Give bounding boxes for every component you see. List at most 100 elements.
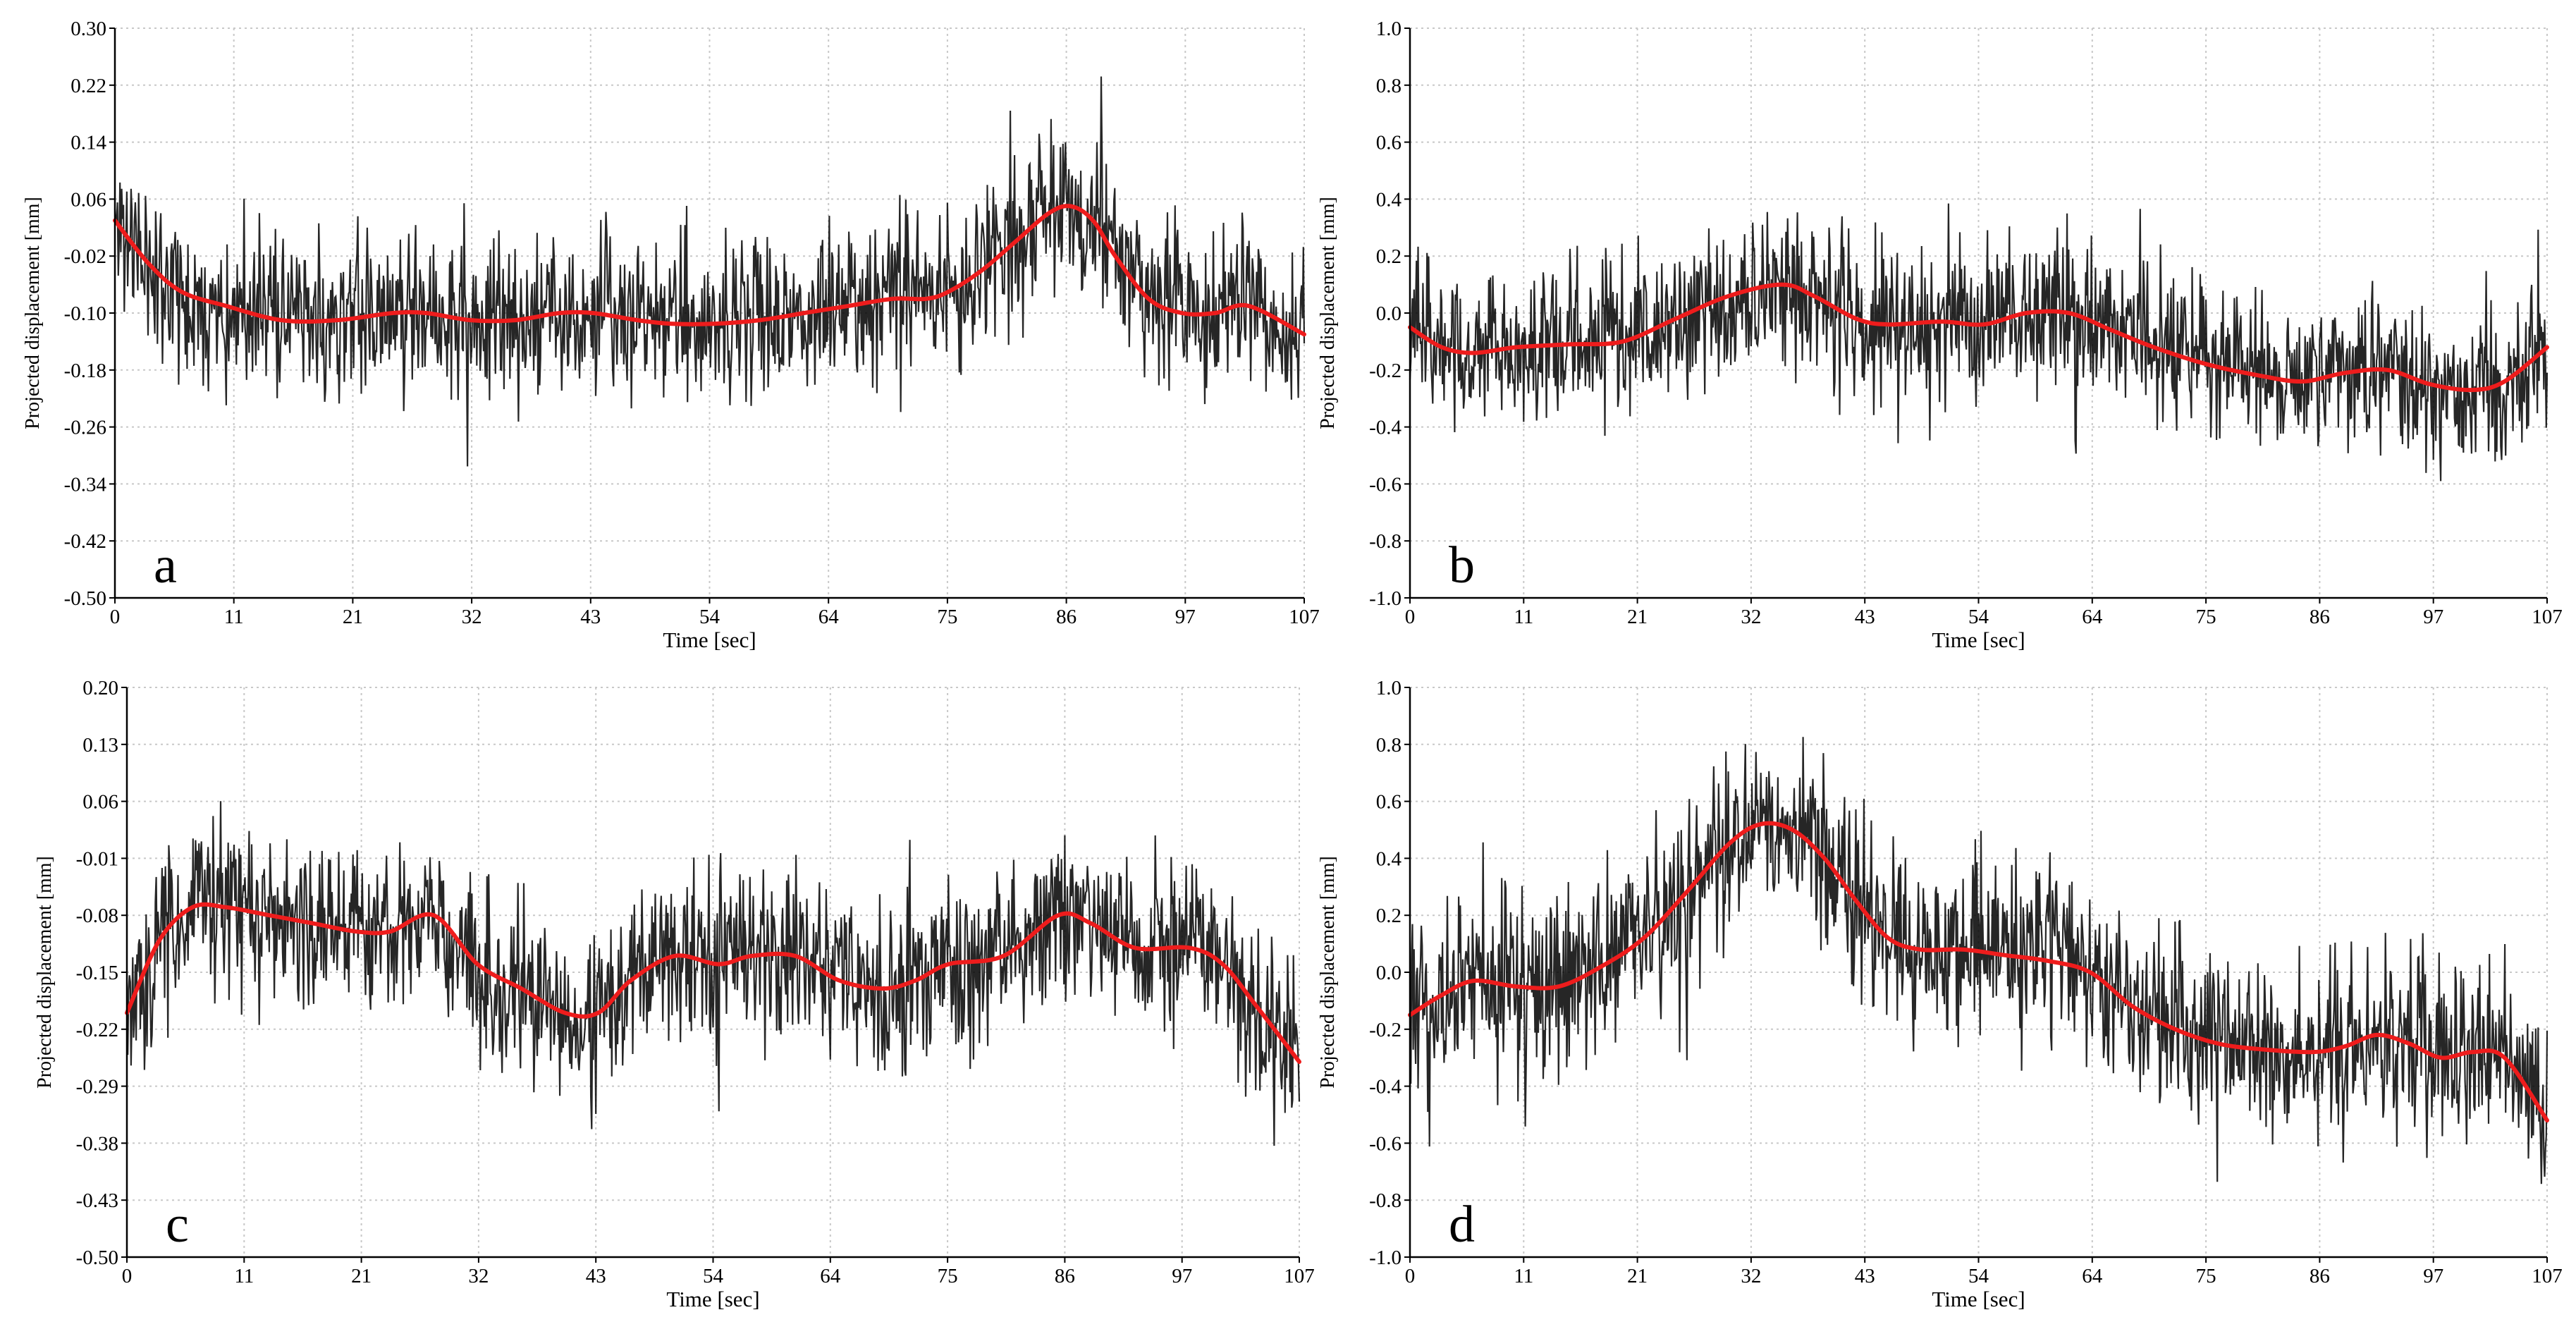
x-tick-label: 64 — [818, 606, 840, 628]
y-tick-label: -0.01 — [76, 847, 118, 870]
x-tick-label: 64 — [820, 1265, 841, 1287]
x-tick-label: 32 — [1741, 1265, 1761, 1287]
y-tick-label: -0.6 — [1369, 473, 1402, 496]
x-tick-label: 32 — [468, 1265, 489, 1287]
y-tick-label: 0.20 — [82, 677, 118, 699]
y-tick-label: 0.13 — [82, 734, 118, 757]
chart-panel-b: 1.0 0.8 0.6 0.4 0.2 0.0 -0.2 -0.4 -0.6 -0.8 -1.00 1… — [1317, 18, 2563, 652]
y-tick-label: -0.50 — [64, 587, 106, 610]
y-tick-label: -0.43 — [76, 1189, 118, 1212]
series-raw-displacement — [125, 801, 1301, 1146]
x-tick-label: 64 — [2082, 1265, 2103, 1287]
x-tick-label: 54 — [703, 1265, 724, 1287]
series-smoothed-trend — [125, 902, 1301, 1064]
x-tick-label: 11 — [1514, 1265, 1533, 1287]
x-tick-label: 75 — [2196, 606, 2216, 628]
series-raw-displacement — [1409, 737, 2549, 1184]
series-smoothed-trend — [1408, 821, 2549, 1123]
x-tick-label: 54 — [1968, 606, 1989, 628]
y-axis-title: Projected displacement [mm] — [34, 856, 56, 1089]
y-tick-label: -0.18 — [64, 360, 106, 382]
x-axis-title: Time [sec] — [666, 1287, 759, 1311]
y-tick-label: -0.02 — [64, 245, 106, 268]
chart-panel-a: 0.30 0.22 0.14 0.06 -0.02 -0.10 -0.18 -0.26 -0.3… — [22, 18, 1320, 652]
y-tick-label: 0.2 — [1376, 245, 1402, 268]
x-tick-label: 54 — [699, 606, 720, 628]
y-tick-label: -1.0 — [1369, 587, 1402, 610]
x-tick-label: 21 — [1627, 606, 1648, 628]
x-tick-label: 107 — [1289, 606, 1320, 628]
series-smoothed-trend — [113, 204, 1306, 337]
x-tick-label: 107 — [1284, 1265, 1315, 1287]
x-tick-label: 32 — [1741, 606, 1761, 628]
x-tick-label: 0 — [122, 1265, 133, 1287]
x-tick-label: 75 — [938, 1265, 958, 1287]
y-tick-label: -0.8 — [1369, 1189, 1402, 1212]
y-tick-label: -0.22 — [76, 1019, 118, 1041]
x-tick-label: 0 — [1405, 1265, 1416, 1287]
x-tick-label: 75 — [2196, 1265, 2216, 1287]
y-tick-label: 0.6 — [1376, 791, 1402, 814]
x-tick-label: 43 — [586, 1265, 606, 1287]
y-tick-label: -0.29 — [76, 1076, 118, 1098]
y-tick-label: 0.30 — [70, 18, 106, 40]
panel-label: d — [1449, 1196, 1475, 1254]
series-raw-displacement — [1409, 203, 2549, 482]
y-tick-label: -0.08 — [76, 905, 118, 927]
gridlines — [114, 27, 1305, 599]
x-tick-label: 86 — [2310, 1265, 2330, 1287]
y-tick-label: 0.0 — [1376, 962, 1402, 984]
x-tick-label: 21 — [1627, 1265, 1648, 1287]
x-tick-label: 43 — [580, 606, 601, 628]
y-tick-label: -0.42 — [64, 530, 106, 553]
x-tick-label: 86 — [1055, 1265, 1075, 1287]
y-axis-title: Projected displacement [mm] — [22, 197, 44, 429]
x-tick-label: 43 — [1855, 606, 1875, 628]
y-tick-label: 1.0 — [1376, 677, 1402, 699]
y-tick-label: 0.8 — [1376, 75, 1402, 97]
y-tick-label: -0.2 — [1369, 360, 1402, 382]
series-smoothed-trend — [1408, 282, 2549, 393]
x-tick-label: 107 — [2532, 606, 2563, 628]
x-tick-label: 21 — [343, 606, 363, 628]
y-axis-title: Projected displacement [mm] — [1317, 856, 1339, 1089]
x-tick-label: 75 — [937, 606, 957, 628]
x-tick-label: 107 — [2532, 1265, 2563, 1287]
panel-label: a — [154, 537, 177, 594]
x-tick-label: 0 — [1405, 606, 1416, 628]
y-tick-label: 0.06 — [70, 188, 106, 211]
x-tick-label: 32 — [462, 606, 482, 628]
x-tick-label: 64 — [2082, 606, 2103, 628]
x-tick-label: 21 — [351, 1265, 372, 1287]
y-tick-label: -1.0 — [1369, 1247, 1402, 1269]
y-tick-label: 0.0 — [1376, 302, 1402, 325]
x-tick-label: 97 — [2423, 1265, 2443, 1287]
x-tick-label: 97 — [2423, 606, 2443, 628]
y-tick-label: -0.38 — [76, 1132, 118, 1155]
x-tick-label: 11 — [234, 1265, 254, 1287]
x-tick-label: 97 — [1175, 606, 1196, 628]
y-tick-label: -0.50 — [76, 1247, 118, 1269]
y-tick-label: -0.2 — [1369, 1019, 1402, 1041]
y-tick-label: -0.15 — [76, 962, 118, 984]
y-tick-label: 0.14 — [70, 132, 106, 154]
y-tick-label: 0.4 — [1376, 847, 1402, 870]
x-tick-label: 86 — [1056, 606, 1077, 628]
y-tick-label: 0.4 — [1376, 188, 1402, 211]
chart-panel-d: 1.0 0.8 0.6 0.4 0.2 0.0 -0.2 -0.4 -0.6 -0.8 -1.00 1… — [1317, 677, 2563, 1311]
panel-label: b — [1449, 537, 1475, 594]
y-tick-label: 1.0 — [1376, 18, 1402, 40]
y-tick-label: -0.4 — [1369, 417, 1402, 439]
y-tick-label: 0.6 — [1376, 132, 1402, 154]
x-tick-label: 97 — [1172, 1265, 1192, 1287]
y-tick-label: -0.6 — [1369, 1132, 1402, 1155]
x-tick-label: 86 — [2310, 606, 2330, 628]
y-tick-label: -0.4 — [1369, 1076, 1402, 1098]
series-raw-displacement — [114, 76, 1306, 467]
chart-panel-c: 0.20 0.13 0.06 -0.01 -0.08 -0.15 -0.22 -0.29 -0.… — [34, 677, 1315, 1311]
y-tick-label: 0.06 — [82, 791, 118, 814]
x-tick-label: 11 — [1514, 606, 1533, 628]
x-tick-label: 11 — [224, 606, 244, 628]
x-tick-label: 0 — [110, 606, 121, 628]
